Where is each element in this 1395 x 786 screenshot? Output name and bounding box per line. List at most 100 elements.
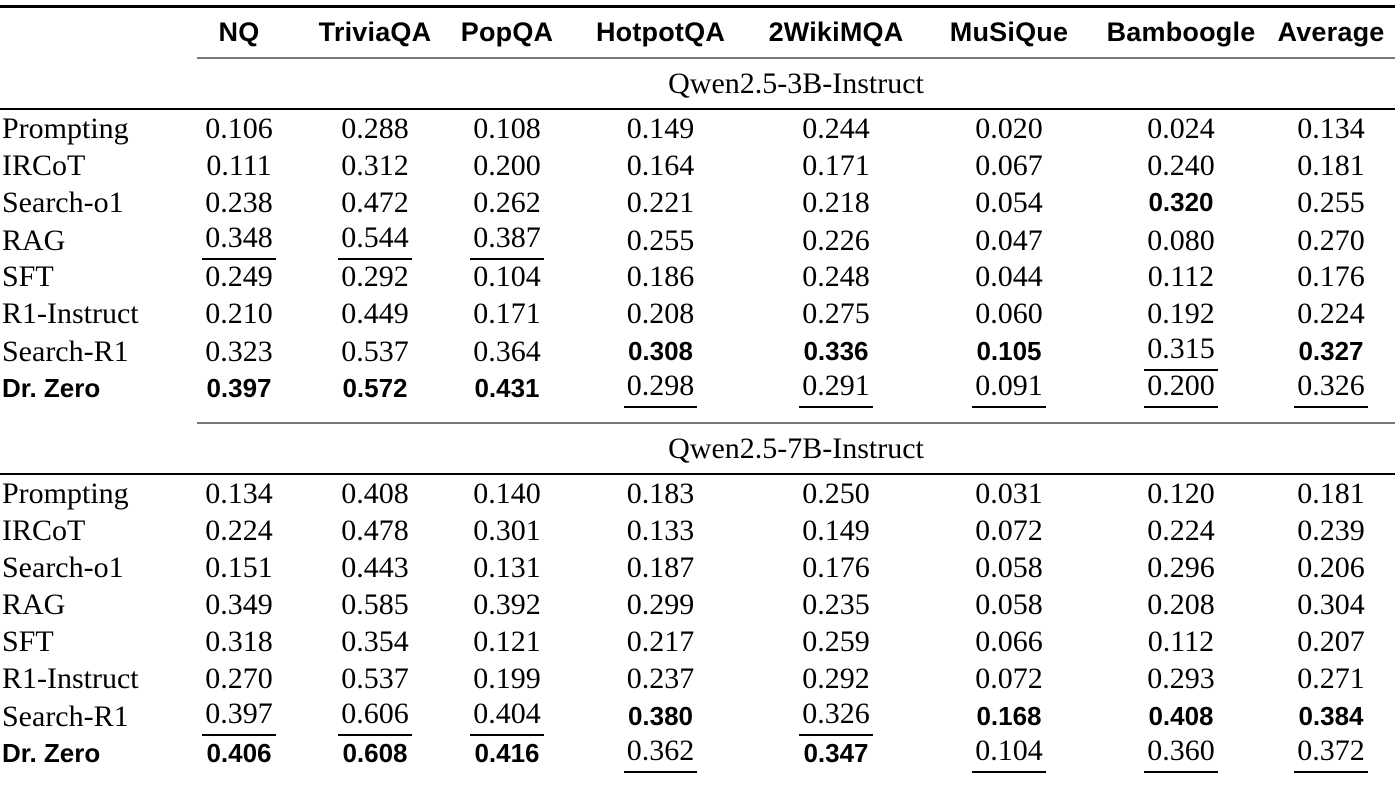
value-text: 0.206 [1297,550,1365,584]
value-cell: 0.199 [442,662,572,696]
value-text: 0.296 [1147,550,1215,584]
value-cell: 0.140 [442,477,572,511]
value-text: 0.443 [341,550,409,584]
value-text: 0.106 [205,111,273,145]
method-cell: SFT [2,259,54,293]
value-cell: 0.293 [1095,662,1267,696]
value-cell: 0.200 [1095,369,1267,408]
value-cell: 0.248 [749,260,923,294]
value-text: 0.200 [1144,369,1218,408]
column-header: HotpotQA [595,17,726,47]
value-text: 0.380 [627,701,694,731]
value-text: 0.249 [205,259,273,293]
value-text: 0.262 [473,185,541,219]
value-cell: 0.312 [308,149,442,183]
value-text: 0.308 [627,336,694,366]
value-cell: 0.606 [308,697,442,736]
value-text: 0.112 [1147,259,1215,293]
value-text: 0.151 [205,550,273,584]
value-cell: 0.299 [572,588,749,622]
value-cell: 0.226 [749,224,923,258]
table-row: SFT 0.318 0.354 0.121 0.217 0.259 0.066 0.112 0.… [0,623,1395,660]
value-text: 0.171 [473,296,541,330]
value-cell: 0.544 [308,221,442,260]
table-row: Prompting 0.134 0.408 0.140 0.183 0.250 0.031 0… [0,475,1395,512]
value-cell: 0.449 [308,297,442,331]
table-row: Search-R1 0.397 0.606 0.404 0.380 0.326 0.168 0… [0,697,1395,736]
value-text: 0.348 [202,221,276,260]
value-cell: 0.108 [442,112,572,146]
method-cell: Search-o1 [2,550,124,584]
value-text: 0.293 [1147,661,1215,695]
value-cell: 0.323 [170,335,308,369]
value-cell: 0.364 [442,335,572,369]
value-text: 0.271 [1297,661,1365,695]
value-text: 0.120 [1147,476,1215,510]
value-text: 0.149 [802,513,870,547]
value-text: 0.349 [205,587,273,621]
table-row: IRCoT 0.224 0.478 0.301 0.133 0.149 0.072 0.224… [0,512,1395,549]
value-text: 0.318 [205,624,273,658]
value-text: 0.047 [975,223,1043,257]
value-text: 0.608 [342,738,408,768]
value-cell: 0.255 [1267,186,1395,220]
value-cell: 0.091 [923,369,1095,408]
value-text: 0.312 [341,148,409,182]
value-text: 0.270 [1297,223,1365,257]
value-cell: 0.397 [170,697,308,736]
value-cell: 0.111 [170,149,308,183]
value-text: 0.288 [341,111,409,145]
value-text: 0.104 [972,734,1046,773]
value-text: 0.221 [626,185,695,219]
value-text: 0.111 [206,148,272,182]
method-cell: SFT [2,624,54,658]
value-cell: 0.271 [1267,662,1395,696]
value-cell: 0.406 [170,738,308,769]
method-cell: Search-R1 [2,334,129,368]
value-text: 0.292 [802,661,870,695]
section-divider-rule [197,422,1395,424]
value-text: 0.326 [799,697,873,736]
value-text: 0.372 [1294,734,1368,773]
value-cell: 0.149 [572,112,749,146]
value-text: 0.020 [975,111,1043,145]
value-cell: 0.354 [308,625,442,659]
value-text: 0.449 [341,296,409,330]
value-text: 0.176 [1297,259,1365,293]
value-text: 0.406 [206,738,272,768]
value-text: 0.292 [341,259,409,293]
value-cell: 0.133 [572,514,749,548]
value-cell: 0.347 [749,738,923,769]
table-row: Search-o1 0.151 0.443 0.131 0.187 0.176 0.058 0… [0,549,1395,586]
value-cell: 0.171 [749,149,923,183]
value-text: 0.024 [1147,111,1215,145]
value-text: 0.031 [975,476,1043,510]
table-row: RAG 0.348 0.544 0.387 0.255 0.226 0.047 0.080 0.… [0,221,1395,260]
table-body: Qwen2.5-3B-Instruct Prompting 0.106 0.288 0.… [0,59,1395,773]
value-text: 0.255 [626,223,695,257]
method-cell: IRCoT [2,148,86,182]
value-text: 0.187 [626,550,695,584]
table-row: Search-R1 0.323 0.537 0.364 0.308 0.336 0.105 0… [0,332,1395,371]
value-text: 0.134 [1297,111,1365,145]
value-cell: 0.183 [572,477,749,511]
value-cell: 0.572 [308,373,442,404]
value-cell: 0.186 [572,260,749,294]
value-text: 0.192 [1147,296,1215,330]
table-row: R1-Instruct 0.270 0.537 0.199 0.237 0.292 0.07… [0,660,1395,697]
value-cell: 0.408 [1095,701,1267,732]
value-text: 0.239 [1297,513,1365,547]
value-text: 0.544 [338,221,412,260]
value-text: 0.237 [626,661,695,695]
method-cell: Dr. Zero [2,373,101,403]
value-text: 0.171 [802,148,870,182]
value-cell: 0.270 [1267,224,1395,258]
value-text: 0.301 [473,513,541,547]
value-text: 0.072 [975,661,1043,695]
value-cell: 0.348 [170,221,308,260]
value-text: 0.354 [341,624,409,658]
section-header-rule [0,473,1395,475]
section-header-rule [0,108,1395,110]
value-cell: 0.104 [923,734,1095,773]
value-cell: 0.120 [1095,477,1267,511]
